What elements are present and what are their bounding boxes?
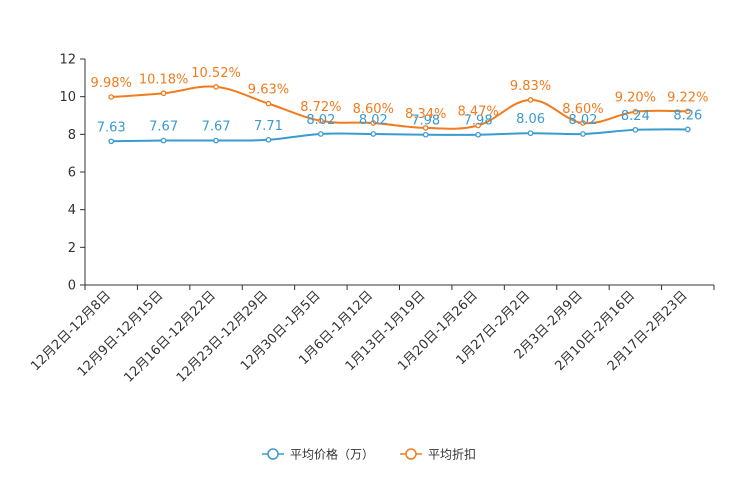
data-point-1	[318, 117, 324, 124]
x-tick-label: 12月16日-12月22日	[121, 288, 218, 385]
data-point-0	[160, 137, 167, 144]
data-label-1: 9.22%	[667, 90, 708, 105]
data-labels: 7.63 7.67 7.67 7.71 8.02 8.02 7.98 7.98 8.06 8.02…	[91, 66, 709, 135]
data-label-0: 7.67	[149, 120, 178, 135]
data-label-0: 7.67	[202, 120, 231, 135]
legend-swatch-marker	[405, 448, 417, 460]
data-label-0: 7.98	[464, 114, 493, 129]
data-label-1: 9.83%	[510, 79, 551, 94]
data-point-0	[475, 131, 481, 138]
data-point-0	[108, 138, 115, 145]
data-point-1	[265, 100, 272, 107]
data-label-1: 9.20%	[615, 91, 656, 106]
data-label-0: 8.24	[621, 109, 650, 124]
legend-label: 平均价格（万）	[290, 447, 374, 462]
data-label-1: 9.63%	[248, 83, 289, 98]
series-line-0	[111, 128, 688, 143]
data-label-1: 8.47%	[457, 104, 498, 119]
data-point-1	[580, 120, 586, 126]
legend-item-0[interactable]: 平均价格（万）	[262, 447, 374, 462]
legend-label: 平均折扣	[428, 447, 476, 462]
data-label-1: 9.98%	[91, 76, 132, 91]
data-point-1	[370, 120, 377, 126]
data-label-0: 8.02	[568, 113, 597, 128]
data-label-0: 8.06	[516, 112, 545, 127]
data-label-0: 8.02	[359, 113, 388, 128]
data-point-0	[213, 137, 219, 144]
data-label-1: 8.60%	[353, 102, 394, 117]
y-tick-label: 0	[68, 279, 76, 294]
data-point-0	[318, 131, 324, 137]
data-label-1: 8.34%	[405, 107, 446, 122]
data-point-1	[684, 108, 691, 115]
data-point-1	[108, 94, 115, 100]
x-tick-label: 12月23日-12月29日	[174, 288, 271, 385]
data-point-0	[684, 126, 691, 133]
data-label-1: 8.72%	[300, 100, 341, 115]
data-point-1	[475, 122, 481, 129]
data-label-1: 10.18%	[139, 72, 189, 87]
series-layer	[108, 84, 691, 145]
data-point-0	[370, 131, 377, 137]
data-label-0: 7.98	[411, 114, 440, 129]
data-point-0	[527, 130, 534, 137]
data-label-0: 8.02	[306, 113, 335, 128]
data-point-1	[527, 97, 534, 103]
data-label-0: 7.71	[254, 119, 283, 134]
data-label-1: 8.60%	[562, 102, 603, 117]
data-label-0: 8.26	[673, 108, 702, 123]
legend[interactable]: 平均价格（万） 平均折扣	[262, 447, 476, 462]
y-tick-label: 2	[68, 241, 76, 256]
data-point-0	[265, 136, 272, 143]
legend-item-1[interactable]: 平均折扣	[400, 447, 476, 462]
data-point-1	[160, 90, 167, 97]
data-point-0	[422, 131, 429, 138]
series-line-1	[111, 85, 688, 130]
y-tick-label: 8	[68, 128, 76, 143]
legend-swatch-marker	[267, 448, 279, 460]
y-tick-label: 6	[68, 166, 76, 181]
data-point-1	[422, 125, 429, 131]
data-point-0	[632, 126, 639, 133]
y-tick-label: 12	[59, 53, 76, 68]
y-tick-label: 4	[68, 203, 76, 218]
y-tick-label: 10	[59, 90, 76, 105]
data-point-0	[580, 131, 586, 137]
data-point-1	[632, 108, 639, 115]
data-label-0: 7.63	[97, 120, 126, 135]
data-label-1: 10.52%	[191, 66, 241, 81]
data-point-1	[213, 84, 219, 90]
